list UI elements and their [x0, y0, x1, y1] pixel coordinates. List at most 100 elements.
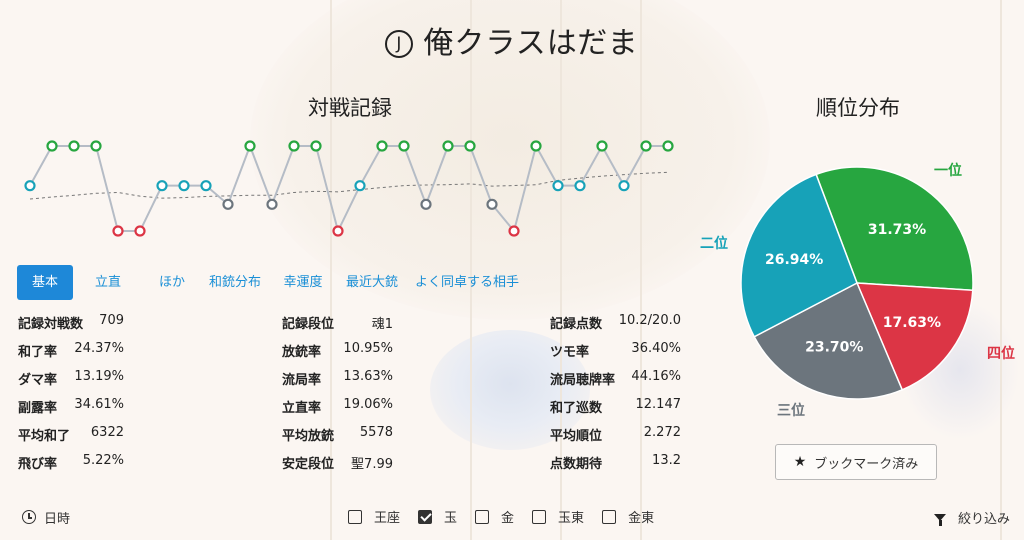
stat-label: 副露率	[18, 401, 58, 416]
rank-point[interactable]	[640, 140, 652, 152]
rank-point[interactable]	[24, 180, 36, 192]
rank-point[interactable]	[464, 140, 476, 152]
rank-point[interactable]	[68, 140, 80, 152]
rank-point[interactable]	[200, 180, 212, 192]
rank-point[interactable]	[376, 140, 388, 152]
stat-label: 和了巡数	[550, 401, 603, 416]
stat-row: 副露率 34.61%	[18, 397, 124, 425]
tab-4[interactable]: 幸運度	[283, 275, 323, 290]
stat-value: 5.22%	[82, 453, 124, 468]
room-label: 玉	[444, 511, 458, 526]
room-checkbox-1[interactable]: 玉	[418, 507, 457, 526]
tab-5[interactable]: 最近大銃	[345, 275, 398, 290]
pie-slice-0[interactable]	[815, 166, 974, 292]
room-label: 玉東	[558, 511, 585, 526]
stat-value: 44.16%	[631, 369, 681, 384]
pie-value-label: 17.63%	[883, 315, 941, 331]
funnel-icon	[934, 513, 946, 526]
stat-row: ツモ率 36.40%	[550, 341, 681, 369]
rank-point[interactable]	[530, 140, 542, 152]
rank-point[interactable]	[618, 180, 630, 192]
rank-point[interactable]	[46, 140, 58, 152]
stat-label: ダマ率	[18, 373, 58, 388]
rank-point[interactable]	[156, 180, 168, 192]
rank-point[interactable]	[112, 225, 124, 237]
room-checkbox-4[interactable]: 金東	[602, 507, 654, 526]
star-icon: ★	[793, 454, 807, 470]
rank-point[interactable]	[90, 140, 102, 152]
rank-point[interactable]	[442, 140, 454, 152]
filter-label: 絞り込み	[958, 511, 1011, 527]
stat-row: 記録対戦数 709	[18, 313, 124, 341]
stat-row: 和了率 24.37%	[18, 341, 124, 369]
stat-label: 安定段位	[282, 457, 335, 472]
tab-0[interactable]: 基本	[17, 265, 73, 300]
pie-slice-1[interactable]	[855, 282, 974, 391]
rank-distribution-pie-chart: 31.73% 一位 17.63% 四位 23.70% 三位 26.94% 二位	[700, 162, 1015, 419]
rank-point[interactable]	[266, 198, 278, 210]
trend-line	[29, 171, 669, 200]
rank-point[interactable]	[596, 140, 608, 152]
rank-point[interactable]	[222, 198, 234, 210]
filter-button[interactable]: 絞り込み	[934, 507, 1010, 527]
checkbox-empty-icon[interactable]	[348, 509, 362, 524]
stat-row: 流局率 13.63%	[282, 369, 393, 397]
rank-point[interactable]	[178, 180, 190, 192]
rank-point[interactable]	[574, 180, 586, 192]
tab-1[interactable]: 立直	[94, 275, 121, 290]
rank-point[interactable]	[332, 225, 344, 237]
room-checkbox-3[interactable]: 玉東	[532, 507, 584, 526]
date-label: 日時	[44, 511, 71, 527]
stats-tab-bar: 基本 立直 ほか 和銃分布 幸運度 最近大銃 よく同卓する相手	[17, 265, 527, 300]
pie-value-label: 31.73%	[868, 222, 926, 238]
stat-value: 709	[99, 313, 124, 328]
room-label: 金	[501, 511, 515, 526]
rank-point[interactable]	[310, 140, 322, 152]
stat-label: 放銃率	[282, 345, 322, 360]
date-sort-button[interactable]: 日時	[22, 507, 70, 527]
stat-row: 流局聴牌率 44.16%	[550, 369, 681, 397]
stat-label: 流局率	[282, 373, 322, 388]
stat-value: 2.272	[643, 425, 681, 440]
rank-point[interactable]	[420, 198, 432, 210]
stat-label: 平均放銃	[282, 429, 335, 444]
pie-slice-2[interactable]	[753, 281, 904, 400]
stat-row: 記録段位 魂1	[282, 313, 393, 341]
player-name: 俺クラスはだま	[423, 26, 639, 61]
rank-point[interactable]	[508, 225, 520, 237]
pie-category-label: 四位	[987, 345, 1015, 362]
room-checkbox-2[interactable]: 金	[475, 507, 514, 526]
checkbox-checked-icon[interactable]	[418, 509, 433, 524]
room-checkbox-0[interactable]: 王座	[348, 507, 400, 526]
rank-point[interactable]	[398, 140, 410, 152]
stat-row: 和了巡数 12.147	[550, 397, 681, 425]
pie-value-label: 26.94%	[765, 252, 823, 268]
stat-row: ダマ率 13.19%	[18, 369, 124, 397]
pie-category-label: 二位	[700, 235, 728, 252]
checkbox-empty-icon[interactable]	[475, 509, 490, 524]
stat-label: ツモ率	[550, 345, 590, 360]
rank-point[interactable]	[244, 140, 256, 152]
rank-point[interactable]	[662, 140, 674, 152]
stat-value: 13.19%	[74, 369, 124, 384]
stat-value: 5578	[359, 425, 393, 440]
tab-3[interactable]: 和銃分布	[208, 275, 261, 290]
pie-slice-3[interactable]	[740, 173, 858, 338]
room-label: 金東	[628, 511, 655, 526]
room-badge-icon: J	[385, 30, 414, 58]
checkbox-empty-icon[interactable]	[602, 509, 617, 524]
rank-point[interactable]	[354, 180, 366, 192]
checkbox-empty-icon[interactable]	[532, 509, 547, 524]
stat-row: 飛び率 5.22%	[18, 453, 124, 481]
bookmark-button[interactable]: ★ ブックマーク済み	[775, 444, 937, 480]
stat-row: 平均放銃 5578	[282, 425, 393, 453]
stat-label: 飛び率	[18, 457, 58, 472]
rank-point[interactable]	[552, 180, 564, 192]
rank-point[interactable]	[486, 198, 498, 210]
tab-6[interactable]: よく同卓する相手	[414, 275, 519, 290]
tab-2[interactable]: ほか	[158, 275, 185, 290]
rank-point[interactable]	[288, 140, 300, 152]
stat-value: 24.37%	[74, 341, 124, 356]
rank-point[interactable]	[134, 225, 146, 237]
